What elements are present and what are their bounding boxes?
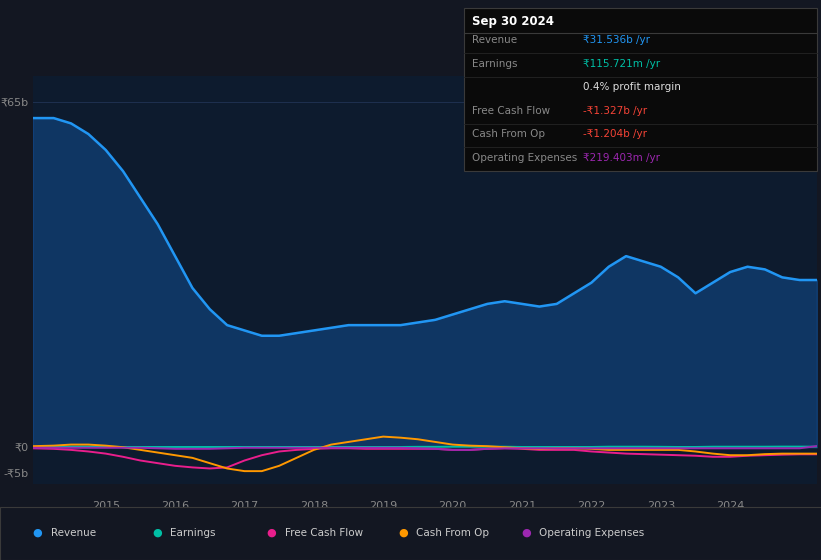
Text: Earnings: Earnings bbox=[472, 59, 517, 69]
Text: Free Cash Flow: Free Cash Flow bbox=[285, 528, 363, 538]
Text: ●: ● bbox=[33, 528, 43, 538]
Text: Free Cash Flow: Free Cash Flow bbox=[472, 106, 550, 116]
Text: 2024: 2024 bbox=[716, 501, 745, 511]
Text: ●: ● bbox=[398, 528, 408, 538]
Text: ₹115.721m /yr: ₹115.721m /yr bbox=[583, 59, 660, 69]
Text: ₹31.536b /yr: ₹31.536b /yr bbox=[583, 35, 650, 45]
Text: Operating Expenses: Operating Expenses bbox=[472, 153, 577, 163]
Text: Cash From Op: Cash From Op bbox=[472, 129, 545, 139]
Text: 2018: 2018 bbox=[300, 501, 328, 511]
Text: -₹1.204b /yr: -₹1.204b /yr bbox=[583, 129, 647, 139]
Text: ₹65b: ₹65b bbox=[1, 97, 29, 107]
Text: ●: ● bbox=[152, 528, 162, 538]
Text: Cash From Op: Cash From Op bbox=[416, 528, 489, 538]
Text: -₹1.327b /yr: -₹1.327b /yr bbox=[583, 106, 647, 116]
Text: 2017: 2017 bbox=[231, 501, 259, 511]
Text: Earnings: Earnings bbox=[170, 528, 215, 538]
Text: 2015: 2015 bbox=[92, 501, 120, 511]
Text: 0.4% profit margin: 0.4% profit margin bbox=[583, 82, 681, 92]
Text: ●: ● bbox=[521, 528, 531, 538]
Text: ₹0: ₹0 bbox=[15, 442, 29, 452]
Text: 2020: 2020 bbox=[438, 501, 467, 511]
Text: Revenue: Revenue bbox=[472, 35, 517, 45]
Text: Operating Expenses: Operating Expenses bbox=[539, 528, 644, 538]
Text: -₹5b: -₹5b bbox=[4, 469, 29, 479]
Text: 2021: 2021 bbox=[508, 501, 536, 511]
Text: 2019: 2019 bbox=[369, 501, 397, 511]
Text: 2023: 2023 bbox=[647, 501, 675, 511]
Text: Sep 30 2024: Sep 30 2024 bbox=[472, 15, 554, 28]
Text: ₹219.403m /yr: ₹219.403m /yr bbox=[583, 153, 660, 163]
Text: 2016: 2016 bbox=[161, 501, 189, 511]
Text: ●: ● bbox=[267, 528, 277, 538]
Text: 2022: 2022 bbox=[577, 501, 606, 511]
Text: Revenue: Revenue bbox=[51, 528, 96, 538]
